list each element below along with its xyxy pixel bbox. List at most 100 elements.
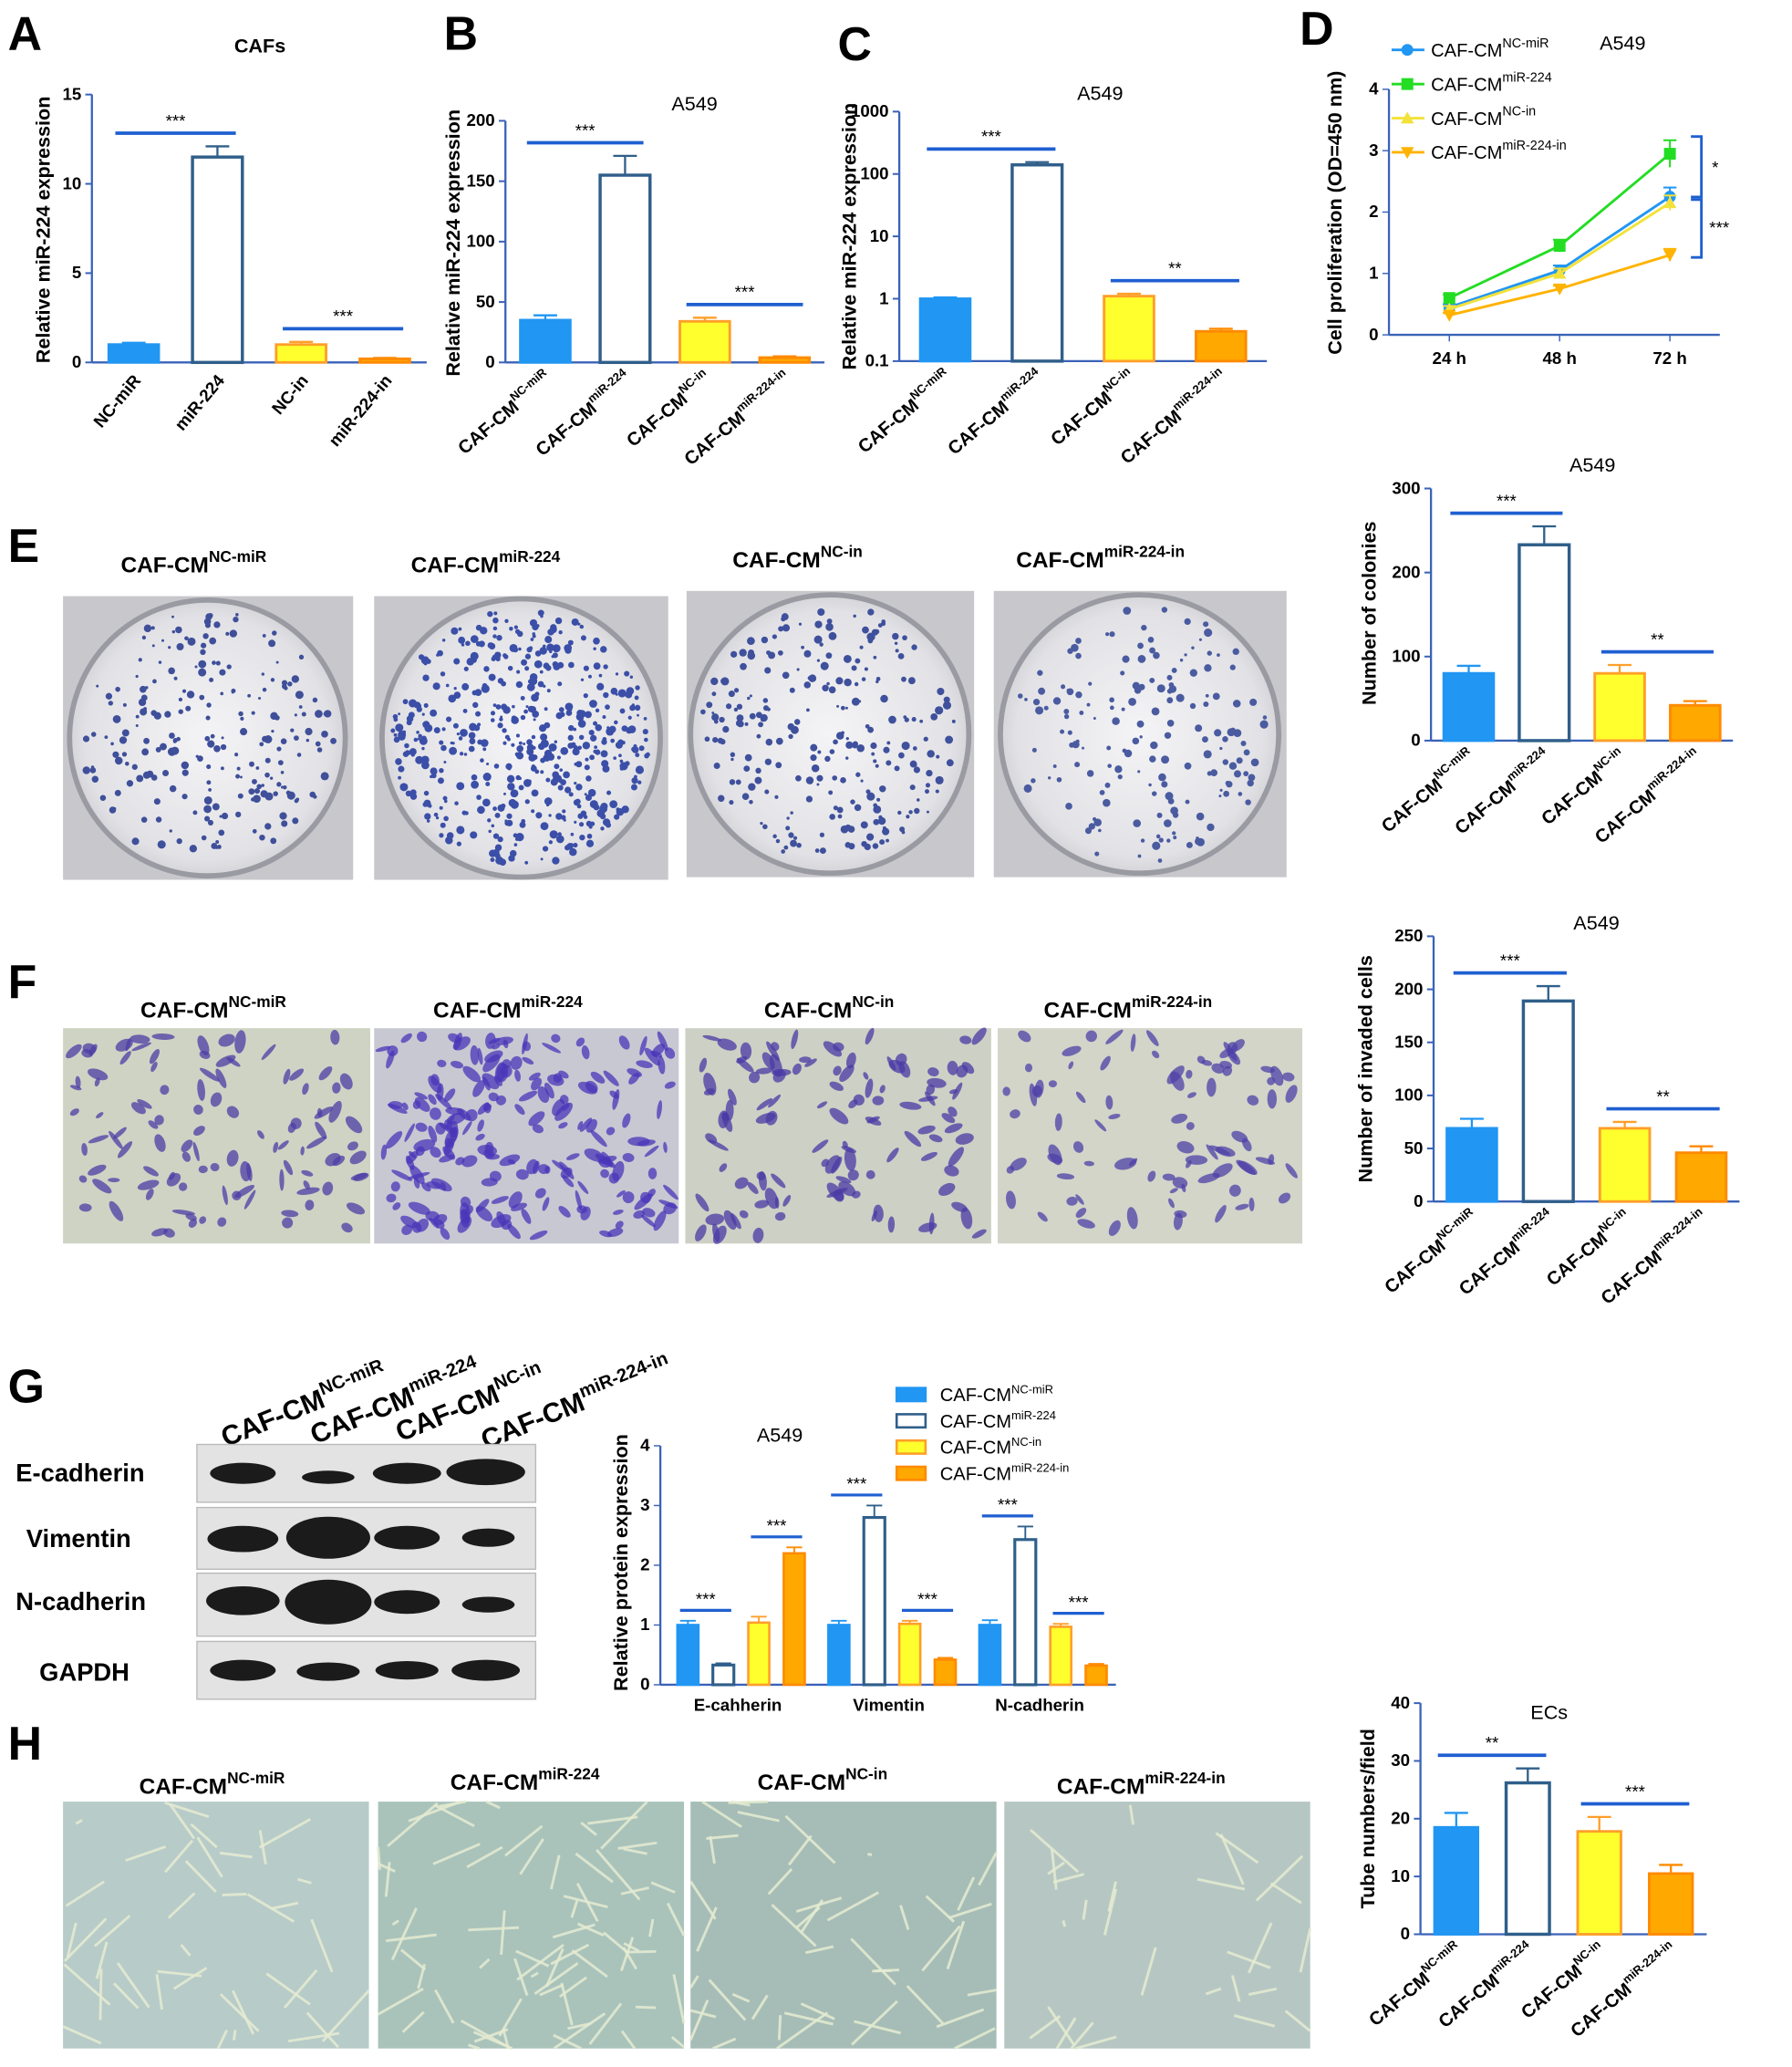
colony bbox=[538, 743, 545, 751]
colony bbox=[559, 768, 563, 772]
colony bbox=[109, 806, 116, 813]
bar-CAF-CM-miR-224 bbox=[1519, 545, 1569, 741]
colony bbox=[422, 713, 425, 716]
y-tick-label: 40 bbox=[1391, 1693, 1410, 1712]
invasion-photo-miR-224 bbox=[374, 1028, 679, 1243]
colony bbox=[902, 635, 907, 640]
colony bbox=[876, 677, 881, 681]
caption-e-1: CAF-CMNC-miR bbox=[120, 547, 266, 578]
colony bbox=[442, 639, 445, 641]
colony bbox=[605, 766, 609, 771]
legend-sup: NC-in bbox=[1502, 105, 1536, 119]
colony bbox=[424, 791, 429, 795]
colony bbox=[790, 835, 793, 838]
colony bbox=[896, 649, 899, 652]
colony bbox=[602, 737, 606, 742]
colony bbox=[855, 682, 858, 686]
data-point bbox=[1664, 148, 1676, 160]
colony bbox=[83, 766, 90, 774]
colony bbox=[496, 704, 502, 710]
colony bbox=[123, 703, 127, 707]
colony bbox=[263, 634, 266, 638]
colony bbox=[814, 620, 822, 628]
colony bbox=[1133, 819, 1141, 827]
colony bbox=[259, 835, 265, 841]
colony bbox=[712, 737, 718, 743]
category-sup: NC-in bbox=[1570, 1937, 1603, 1968]
colony bbox=[838, 815, 843, 819]
colony bbox=[794, 719, 801, 725]
colony bbox=[132, 764, 138, 770]
colony bbox=[492, 806, 497, 811]
colony bbox=[603, 692, 608, 698]
panel-f-images: CAF-CMNC-miR CAF-CMmiR-224 CAF-CMNC-in C… bbox=[63, 992, 1302, 1246]
legend-label: CAF-CMmiR-224-in bbox=[940, 1461, 1070, 1485]
colony bbox=[639, 768, 644, 773]
colony bbox=[1230, 728, 1236, 733]
colony bbox=[1160, 776, 1163, 779]
colony bbox=[1067, 689, 1070, 691]
colony bbox=[528, 680, 533, 684]
y-tick-label: 250 bbox=[1394, 926, 1423, 945]
category-base: CAF-CM bbox=[533, 399, 601, 461]
colony bbox=[1124, 750, 1132, 757]
bar-CAF-CM-miR-224 bbox=[1012, 165, 1062, 361]
category-sup: miR-224-in bbox=[1644, 743, 1699, 793]
colony bbox=[393, 714, 399, 720]
colony bbox=[398, 776, 401, 780]
colony bbox=[747, 697, 751, 701]
bar-NC-in bbox=[276, 345, 326, 363]
colony bbox=[403, 699, 409, 704]
colony bbox=[1204, 628, 1212, 637]
colony bbox=[204, 736, 210, 742]
colony bbox=[524, 666, 529, 670]
colony bbox=[195, 665, 198, 668]
colony bbox=[235, 774, 240, 779]
category-sup: miR-224-in bbox=[1620, 1937, 1674, 1987]
colony bbox=[606, 822, 611, 827]
colony bbox=[424, 813, 430, 819]
y-tick-label: 5 bbox=[72, 263, 81, 282]
colony bbox=[213, 745, 221, 753]
panel-label-h: H bbox=[8, 1717, 42, 1770]
colony bbox=[482, 798, 491, 806]
caption-h-3: CAF-CMNC-in bbox=[758, 1765, 888, 1796]
colony bbox=[1184, 618, 1190, 625]
colony bbox=[588, 675, 592, 679]
colony bbox=[205, 613, 212, 619]
colony bbox=[1190, 703, 1196, 709]
colony bbox=[227, 664, 232, 669]
colony bbox=[390, 729, 395, 733]
colony bbox=[827, 618, 833, 624]
colony bbox=[736, 780, 741, 785]
colony bbox=[577, 623, 580, 626]
colony bbox=[1218, 795, 1221, 797]
colony bbox=[764, 667, 771, 673]
colony bbox=[861, 841, 866, 847]
colony bbox=[873, 759, 876, 763]
colony bbox=[1156, 835, 1161, 839]
colony bbox=[1195, 838, 1202, 846]
colony bbox=[540, 670, 544, 674]
legend-marker bbox=[1402, 44, 1414, 56]
colony bbox=[279, 812, 286, 819]
colony bbox=[456, 826, 464, 834]
significance-label: *** bbox=[1709, 218, 1729, 237]
colony bbox=[396, 761, 400, 765]
colony bbox=[841, 706, 845, 711]
colony bbox=[793, 836, 797, 840]
colony bbox=[878, 623, 883, 628]
colony bbox=[1222, 736, 1228, 743]
colony bbox=[1037, 670, 1042, 676]
colony bbox=[206, 780, 211, 784]
bar-N-cadherin-2 bbox=[1051, 1626, 1072, 1685]
colony bbox=[825, 623, 834, 631]
colony bbox=[395, 723, 403, 732]
colony bbox=[876, 798, 880, 802]
colony bbox=[295, 799, 299, 804]
colony bbox=[1075, 653, 1082, 660]
colony bbox=[829, 632, 837, 640]
colony bbox=[901, 677, 906, 682]
